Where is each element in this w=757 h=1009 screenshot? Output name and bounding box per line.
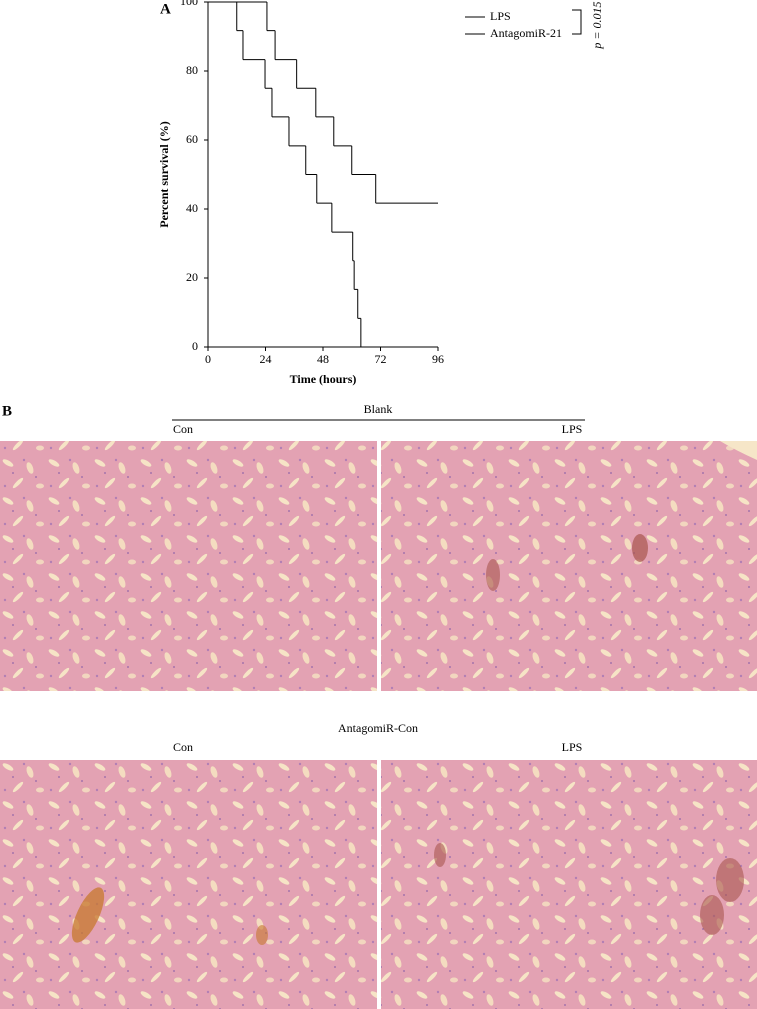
panel-label: A: [160, 1, 171, 17]
tissue-spot: [486, 559, 500, 591]
tissue-spot: [716, 858, 744, 902]
y-tick-label: 0: [192, 339, 198, 353]
y-tick-label: 60: [186, 132, 198, 146]
p-value: p = 0.015: [590, 1, 604, 49]
column-label: Con: [173, 422, 193, 436]
y-tick-label: 40: [186, 201, 198, 215]
histology-image: [381, 441, 757, 691]
x-tick-label: 24: [260, 352, 272, 366]
y-tick-label: 20: [186, 270, 198, 284]
y-tick-label: 80: [186, 63, 198, 77]
column-label: LPS: [562, 740, 583, 754]
tissue-edge: [720, 441, 757, 460]
tissue-spot: [700, 895, 724, 935]
y-axis-label: Percent survival (%): [157, 121, 171, 227]
survival-chart: 0 20 40 60 80 100 0 24 48 72 96 Time (hours) Percent…: [157, 0, 604, 386]
histology-image: [0, 441, 377, 691]
group-title: AntagomiR-Con: [338, 721, 418, 735]
histology-image: [0, 760, 377, 1009]
x-tick-label: 72: [375, 352, 387, 366]
significance-bracket: [572, 9, 582, 35]
tissue-spot: [434, 843, 446, 867]
x-tick-label: 96: [432, 352, 444, 366]
tissue-spot: [632, 534, 648, 562]
group-title: Blank: [364, 402, 393, 416]
panel-label: B: [2, 403, 12, 419]
histology-image: [381, 760, 757, 1009]
y-tick-label: 100: [180, 0, 198, 8]
column-label: Con: [173, 740, 193, 754]
x-tick-label: 0: [205, 352, 211, 366]
x-tick-label: 48: [317, 352, 329, 366]
legend-label: AntagomiR-21: [490, 26, 562, 40]
column-label: LPS: [562, 422, 583, 436]
legend-label: LPS: [490, 9, 511, 23]
tissue-spot: [256, 925, 268, 945]
x-axis-label: Time (hours): [290, 372, 357, 386]
tissue-spot: [71, 887, 105, 943]
